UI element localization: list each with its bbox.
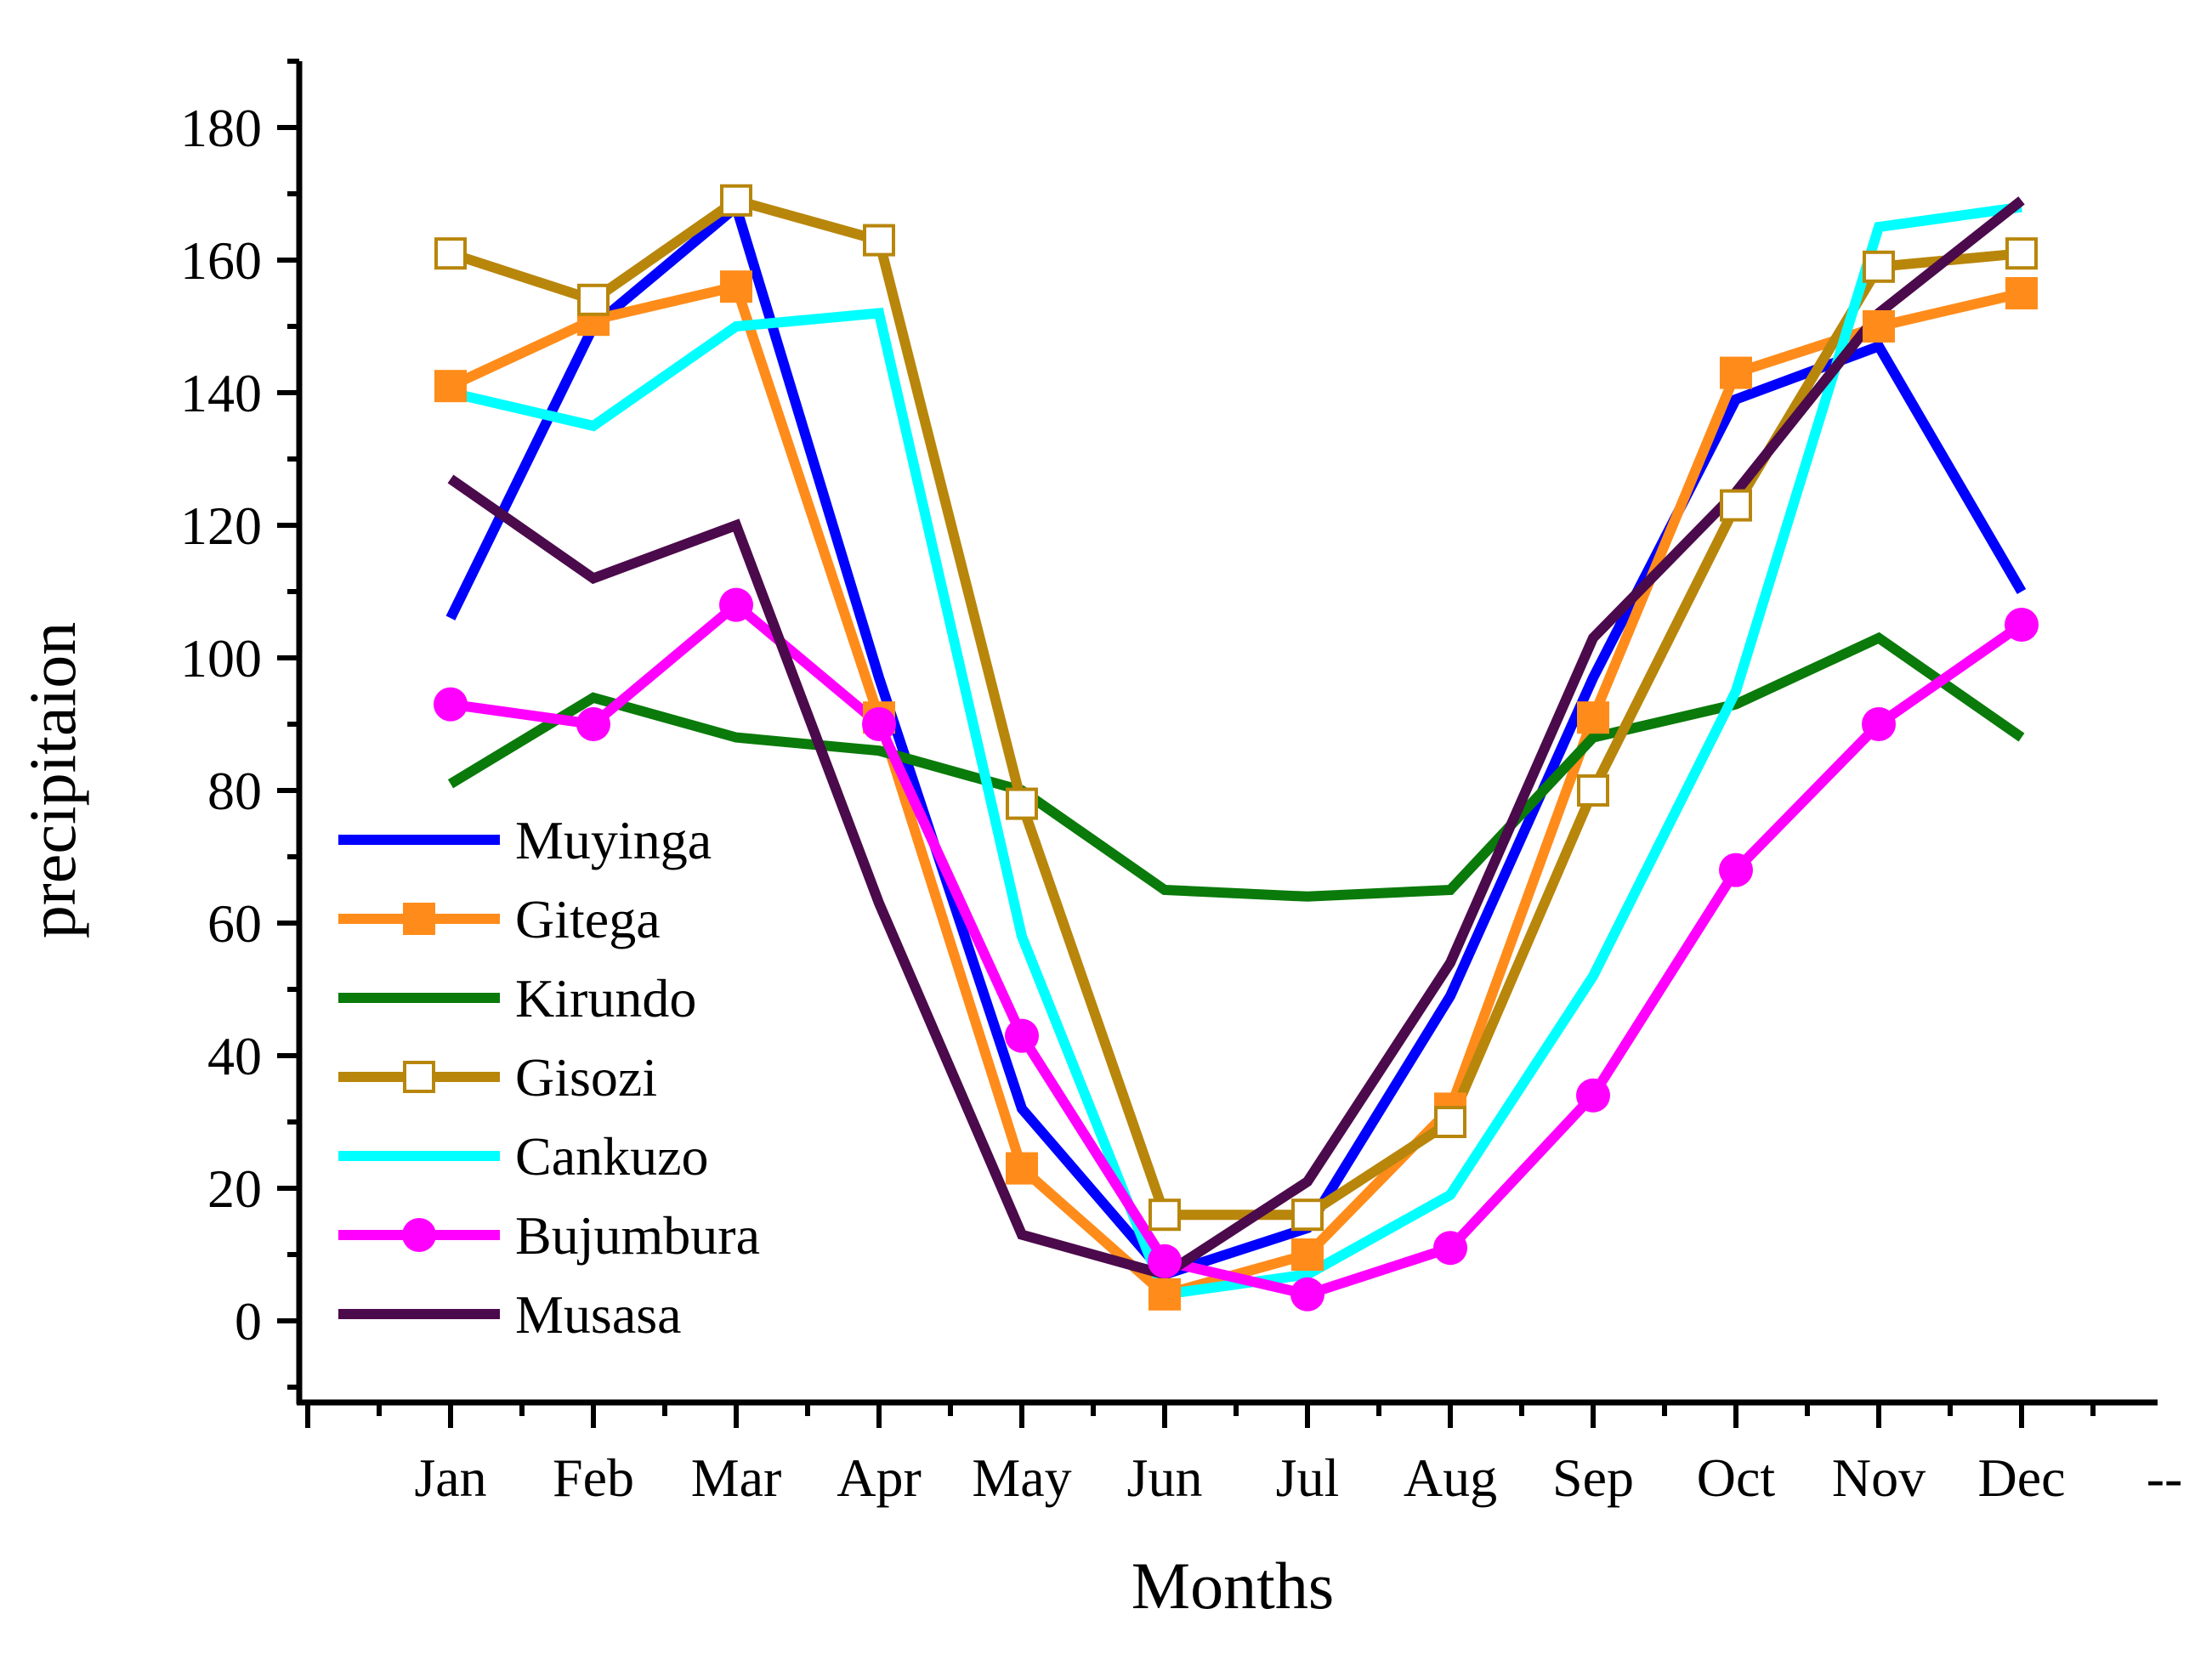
x-tick-label: May [972,1448,1071,1508]
legend-marker [402,1218,436,1252]
x-tick-label: -- [2147,1448,2183,1508]
axes: 0 20 40 60 80 100 120 140 160 180 Jan Feb Mar Apr May J… [180,59,2183,1508]
x-tick-label: Jun [1127,1448,1203,1508]
data-point-gisozi [1149,1198,1181,1232]
x-tick-label: Aug [1404,1448,1497,1508]
x-tick-label: Sep [1552,1448,1634,1508]
legend-item-musasa: Musasa [338,1284,682,1345]
data-point-gitega [1006,1152,1038,1185]
legend: Muyinga Gitega Kirundo Gisozi Cankuzo Bujumbu… [338,810,760,1345]
x-tick-label: Mar [691,1448,782,1508]
y-tick-label: 180 [180,98,262,158]
data-point-gisozi [1434,1106,1466,1138]
legend-label: Bujumbura [515,1205,760,1266]
series-line-bujumbura [450,598,2025,1300]
data-point-gisozi [1006,787,1038,820]
legend-label: Gisozi [515,1047,657,1108]
data-point-gisozi [1291,1198,1324,1232]
y-tick-label: 120 [180,496,262,556]
data-point-gitega [720,270,752,303]
data-point-bujumbura [862,707,896,741]
y-tick-label: 40 [207,1026,262,1086]
data-point-bujumbura [576,707,610,741]
data-point-gitega [1149,1278,1181,1311]
data-point-gitega [1863,310,1895,343]
series-line-cankuzo [449,201,2022,1300]
data-point-bujumbura [434,687,468,722]
series-line-muyinga [445,198,2027,1281]
data-point-bujumbura [719,587,753,622]
data-point-gisozi [1577,774,1609,807]
x-tick-label: Jul [1276,1448,1340,1508]
data-point-gisozi [2005,237,2038,270]
data-point-gitega [434,370,467,403]
legend-item-gitega: Gitega [338,889,661,949]
y-tick-label: 20 [207,1159,262,1219]
y-tick-label: 0 [235,1291,262,1351]
x-axis-title: Months [1132,1549,1334,1623]
legend-item-kirundo: Kirundo [338,968,696,1028]
y-axis-title: precipitaion [15,622,89,939]
legend-label: Cankuzo [515,1126,709,1187]
data-point-gisozi [863,224,895,257]
data-point-gisozi [434,237,467,270]
data-point-gisozi [1863,250,1895,283]
data-point-gitega [2005,277,2038,309]
y-tick-label: 60 [207,893,262,954]
series-markers [434,184,2039,1312]
legend-item-cankuzo: Cankuzo [338,1126,709,1187]
series-lines [445,195,2027,1300]
legend-label: Kirundo [515,968,696,1028]
y-tick-label: 100 [180,628,262,688]
legend-item-gisozi: Gisozi [338,1047,657,1108]
data-point-bujumbura [1148,1244,1182,1278]
data-point-bujumbura [1290,1277,1324,1312]
legend-item-muyinga: Muyinga [338,810,712,870]
x-tick-label: Feb [553,1448,634,1508]
data-point-bujumbura [2005,608,2039,642]
legend-label: Gitega [515,889,661,949]
x-tick-label: Apr [837,1448,922,1508]
x-tick-label: Nov [1832,1448,1926,1508]
y-tick-label: 140 [180,363,262,423]
data-point-bujumbura [1433,1231,1467,1266]
x-tick-label: Dec [1977,1448,2065,1508]
legend-label: Musasa [515,1284,682,1345]
data-point-gisozi [720,184,752,217]
data-point-bujumbura [1576,1078,1610,1113]
data-point-gitega [1577,701,1609,734]
legend-marker [403,1061,435,1093]
data-point-gitega [1291,1238,1324,1271]
data-point-bujumbura [1005,1018,1039,1053]
x-tick-label: Jan [414,1448,486,1508]
series-line-kirundo [447,632,2025,902]
legend-marker [403,903,435,935]
data-point-bujumbura [1862,707,1896,741]
series-line-musasa [447,196,2025,1280]
y-tick-label: 160 [180,230,262,291]
data-point-gisozi [1720,489,1752,522]
legend-label: Muyinga [515,810,712,870]
data-point-gitega [1720,356,1752,389]
legend-item-bujumbura: Bujumbura [338,1205,760,1266]
data-point-bujumbura [1719,853,1753,887]
x-tick-label: Oct [1697,1448,1776,1508]
y-tick-label: 80 [207,761,262,821]
data-point-gisozi [577,283,610,316]
